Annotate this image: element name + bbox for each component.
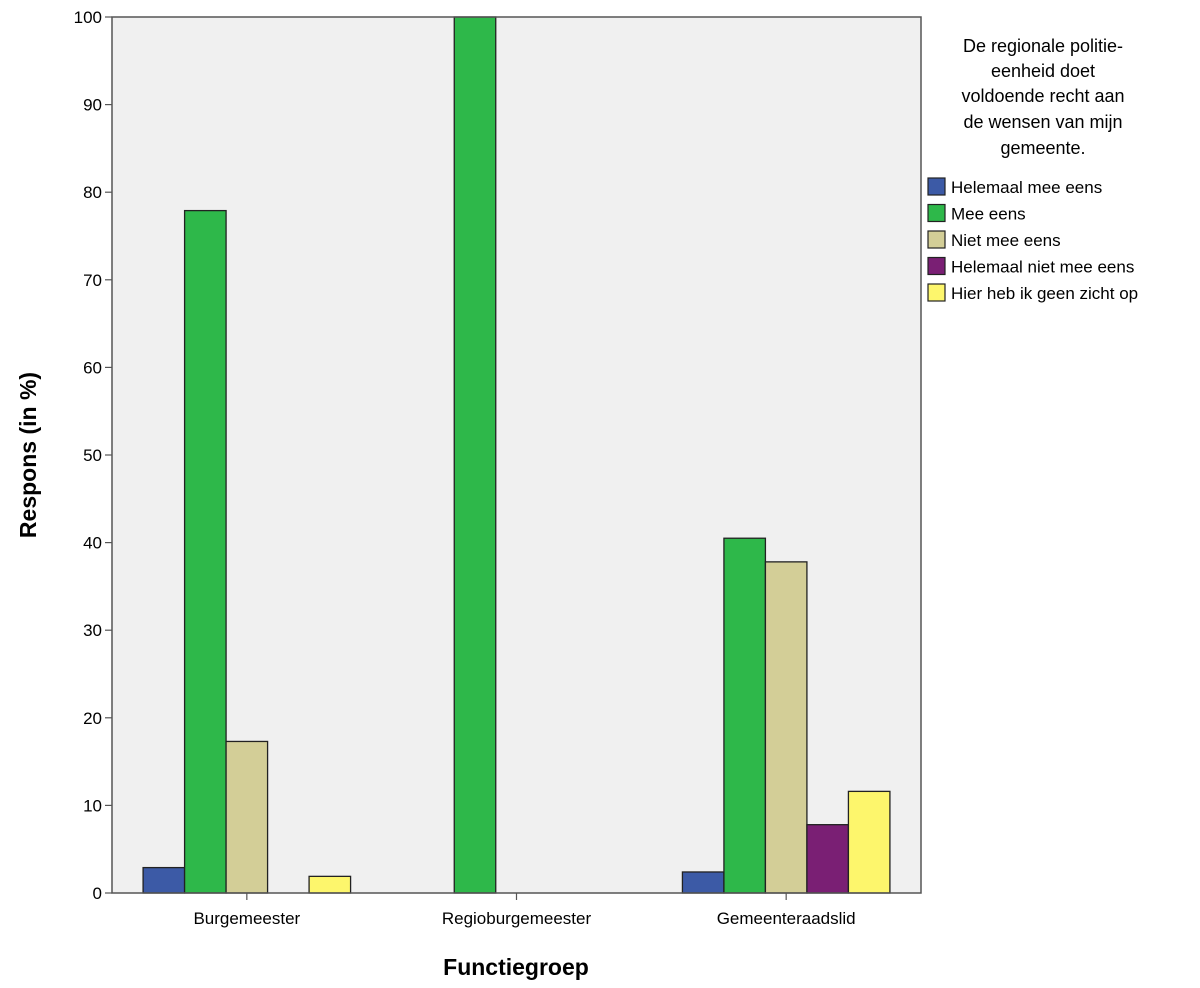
y-tick-label: 70 (83, 271, 102, 290)
legend-swatch (927, 203, 946, 223)
x-tick-label: Burgemeester (193, 909, 300, 928)
legend-label: Hier heb ik geen zicht op (951, 284, 1138, 303)
legend-swatch (927, 283, 946, 302)
legend: Helemaal mee eens Mee eens Niet mee eens He… (927, 177, 1138, 303)
legend-title-line: eenheid doet (991, 61, 1095, 81)
legend-title-line: gemeente. (1000, 138, 1085, 158)
legend-swatch (927, 230, 946, 249)
y-axis-title: Respons (in %) (15, 372, 41, 538)
legend-title: De regionale politie- eenheid doet voldo… (961, 36, 1124, 158)
legend-swatch (927, 177, 946, 196)
legend-label: Helemaal mee eens (951, 178, 1102, 197)
bar (806, 824, 850, 894)
y-tick-label: 40 (83, 534, 102, 553)
bar (723, 537, 767, 894)
x-axis-title: Functiegroep (443, 954, 589, 980)
y-tick-label: 10 (83, 796, 102, 815)
bar (183, 209, 227, 894)
y-tick-label: 50 (83, 446, 102, 465)
bar (764, 561, 808, 894)
legend-label: Niet mee eens (951, 231, 1061, 250)
y-tick-label: 100 (74, 8, 102, 27)
legend-title-line: de wensen van mijn (963, 112, 1122, 132)
bar (308, 875, 352, 894)
legend-label: Mee eens (951, 205, 1026, 224)
y-tick-label: 90 (83, 96, 102, 115)
y-axis: 0 10 20 30 40 50 60 70 80 90 100 (74, 8, 112, 903)
x-tick-label: Gemeenteraadslid (717, 909, 856, 928)
legend-title-line: voldoende recht aan (961, 86, 1124, 106)
y-tick-label: 80 (83, 183, 102, 202)
legend-swatch (927, 256, 946, 276)
bar (142, 866, 186, 894)
bar (847, 790, 891, 894)
x-tick-label: Regioburgemeester (442, 909, 592, 928)
bar (681, 871, 725, 894)
bar (225, 740, 269, 894)
x-axis: Burgemeester Regioburgemeester Gemeenteraa… (193, 893, 856, 928)
y-tick-label: 30 (83, 621, 102, 640)
bar (453, 16, 497, 894)
y-tick-label: 20 (83, 709, 102, 728)
y-tick-label: 60 (83, 358, 102, 377)
legend-title-line: De regionale politie- (963, 36, 1123, 56)
legend-label: Helemaal niet mee eens (951, 258, 1134, 277)
y-tick-label: 0 (93, 884, 102, 903)
